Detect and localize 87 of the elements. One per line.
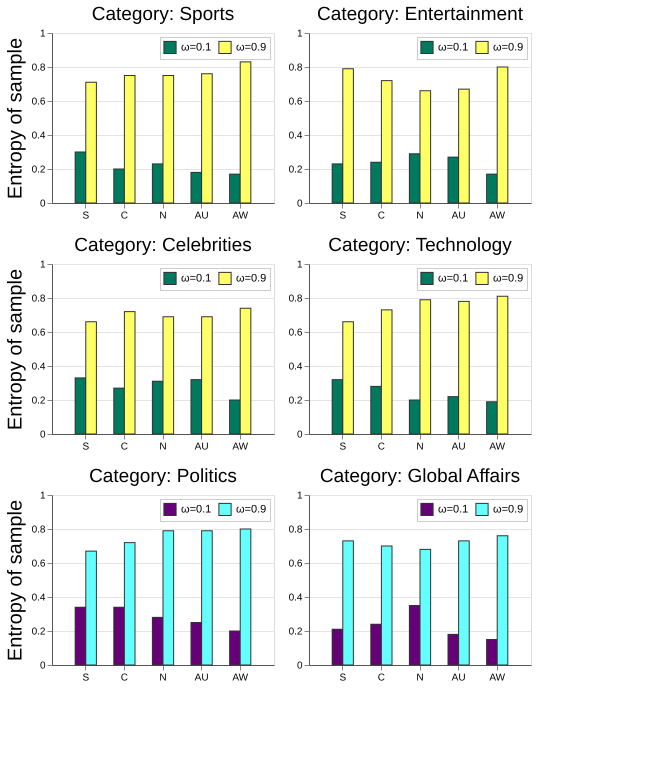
y-axis-title: Entropy of sample [4, 268, 27, 430]
x-tick-label: C [120, 210, 128, 222]
x-tick-label: C [120, 672, 128, 684]
y-tick-label: 0 [40, 198, 46, 210]
x-tick-label: N [416, 672, 424, 684]
legend-label: ω=0.9 [236, 272, 266, 284]
y-tick-label: 0.2 [32, 626, 46, 638]
y-tick-label: 1 [296, 260, 303, 270]
y-tick-label: 1 [296, 28, 303, 40]
x-tick-label: AU [194, 442, 209, 452]
x-tick-label: AW [489, 442, 506, 452]
legend-label: ω=0.1 [181, 41, 212, 54]
y-tick-label: 0.6 [288, 328, 303, 338]
x-tick-label: AW [232, 672, 249, 684]
y-tick-label: 0 [296, 198, 303, 210]
x-tick-label: AW [489, 210, 506, 222]
y-tick-label: 0.2 [288, 626, 303, 638]
x-tick-label: S [82, 672, 90, 684]
y-tick-label: 0.8 [288, 62, 303, 74]
y-axis-title: Entropy of sample [4, 38, 27, 200]
x-tick-label: AW [232, 210, 249, 222]
y-tick-label: 0.8 [32, 294, 46, 304]
x-tick-label: S [339, 442, 346, 452]
y-tick-label: 0.4 [32, 362, 46, 372]
legend-label: ω=0.9 [493, 41, 524, 54]
y-tick-label: 0.6 [288, 96, 303, 108]
x-tick-label: AU [452, 210, 466, 222]
x-tick-label: N [416, 210, 424, 222]
y-tick-label: 0.6 [288, 558, 303, 570]
x-tick-label: S [339, 672, 346, 684]
x-tick-label: N [159, 442, 167, 452]
chart-title: Category: Politics [89, 466, 237, 487]
y-tick-label: 0.6 [32, 96, 46, 108]
y-tick-label: 0.8 [288, 524, 303, 536]
x-tick-label: S [82, 210, 90, 222]
y-tick-label: 1 [296, 490, 303, 502]
y-tick-label: 0 [40, 660, 46, 672]
y-tick-label: 0.4 [288, 130, 303, 142]
x-tick-label: AU [452, 672, 466, 684]
y-tick-label: 1 [40, 490, 46, 502]
legend-label: ω=0.9 [493, 503, 524, 516]
y-tick-label: 0.2 [32, 396, 46, 406]
x-tick-label: AU [452, 442, 466, 452]
y-tick-label: 0 [296, 660, 303, 672]
chart-title: Category: Celebrities [74, 235, 252, 256]
x-tick-label: C [378, 672, 386, 684]
x-tick-label: N [159, 672, 167, 684]
x-tick-label: S [339, 210, 346, 222]
chart-title: Category: Sports [92, 4, 234, 25]
chart-title: Category: Entertainment [317, 4, 524, 25]
legend-label: ω=0.9 [236, 503, 266, 516]
x-tick-label: AW [232, 442, 249, 452]
y-tick-label: 0.8 [32, 62, 46, 74]
x-tick-label: C [120, 442, 128, 452]
x-tick-label: AW [489, 672, 506, 684]
y-tick-label: 0 [40, 430, 46, 440]
legend-label: ω=0.1 [438, 41, 468, 54]
legend-label: ω=0.1 [438, 272, 468, 284]
chart-title: Category: Technology [328, 235, 512, 256]
y-tick-label: 1 [40, 260, 46, 270]
chart-title: Category: Global Affairs [320, 466, 520, 487]
y-tick-label: 0.6 [32, 328, 46, 338]
legend-label: ω=0.1 [181, 503, 212, 516]
x-tick-label: N [159, 210, 167, 222]
y-tick-label: 0.8 [32, 524, 46, 536]
x-tick-label: AU [194, 672, 209, 684]
y-tick-label: 0 [296, 430, 303, 440]
y-tick-label: 0.2 [288, 164, 303, 176]
x-tick-label: N [416, 442, 424, 452]
y-tick-label: 0.6 [32, 558, 46, 570]
x-tick-label: C [378, 210, 386, 222]
y-tick-label: 0.8 [288, 294, 303, 304]
legend-label: ω=0.1 [181, 272, 212, 284]
x-tick-label: AU [194, 210, 209, 222]
y-tick-label: 0.4 [288, 592, 303, 604]
y-tick-label: 0.4 [32, 130, 46, 142]
legend-label: ω=0.9 [236, 41, 266, 54]
y-axis-title: Entropy of sample [4, 500, 27, 662]
y-tick-label: 0.4 [288, 362, 303, 372]
y-tick-label: 0.2 [32, 164, 46, 176]
legend-label: ω=0.1 [438, 503, 468, 516]
x-tick-label: C [378, 442, 386, 452]
y-tick-label: 0.4 [32, 592, 46, 604]
y-tick-label: 1 [40, 28, 46, 40]
y-tick-label: 0.2 [288, 396, 303, 406]
x-tick-label: S [82, 442, 90, 452]
legend-label: ω=0.9 [493, 272, 524, 284]
